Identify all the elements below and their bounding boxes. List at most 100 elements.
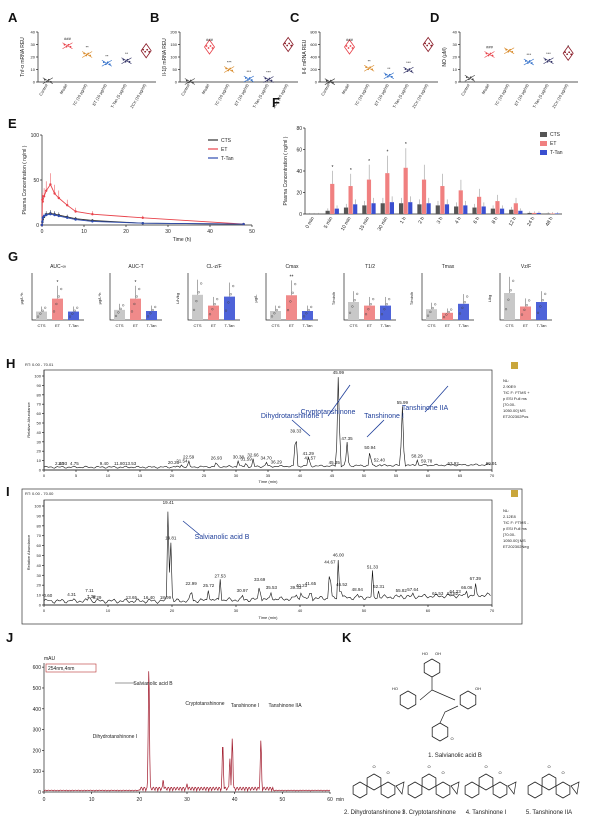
xtick-label-B-1: Model	[201, 83, 211, 95]
xtick-label-D-3: ET (10 μg/ml)	[513, 82, 530, 106]
ytick-label-D: 10	[453, 67, 458, 72]
ytick-label-j: 300	[33, 728, 42, 734]
bar-g	[348, 302, 359, 320]
point-g	[356, 292, 359, 295]
ylabel-g: μg/L*h	[19, 293, 24, 305]
bar-g	[130, 298, 141, 320]
point-C-5	[430, 44, 433, 47]
sig-D-3: ***	[526, 52, 531, 57]
ytick-label-i: 60	[37, 543, 42, 548]
legend-swatch-f	[540, 132, 547, 137]
xtick-label-g: CTS	[194, 323, 202, 328]
peak-label-i: 46.00	[333, 552, 345, 557]
bar-g	[208, 305, 219, 320]
xtick-label-g: ET	[211, 323, 217, 328]
xtick-label-g: ET	[133, 323, 139, 328]
corner-icon	[511, 490, 518, 497]
bar-g	[52, 298, 63, 320]
xlabel-e: Time (h)	[173, 237, 192, 243]
point-D-4	[544, 58, 547, 61]
panel-letter-f: F	[272, 95, 280, 110]
legend-swatch-f	[540, 141, 547, 146]
ytick-label-h: 50	[37, 421, 42, 426]
xtick-label-h: 5	[75, 473, 78, 478]
ytick-label-i: 100	[34, 504, 41, 509]
xtick-label-e: 30	[165, 229, 171, 235]
sig-B-4: ***	[266, 70, 271, 75]
point-e-T-Tan	[41, 220, 44, 223]
legend-label-e: ET	[221, 147, 227, 153]
bar-g	[146, 311, 157, 320]
point-D-1	[491, 54, 494, 57]
bar-g	[458, 303, 469, 320]
violin-A-0	[42, 77, 54, 85]
bar-g	[192, 294, 203, 320]
point-e-T-Tan	[141, 222, 144, 225]
bar-f-CTS	[398, 203, 404, 214]
ytick-label-D: 20	[453, 55, 458, 60]
atom-o: O	[441, 770, 444, 775]
panel-letter-g: G	[8, 249, 18, 264]
ylabel-g: T/min/h	[331, 292, 336, 305]
ytick-label-i: 90	[37, 513, 42, 518]
annotation-j: Tanshinone IIA	[268, 703, 302, 709]
ring-benzene	[431, 722, 449, 742]
atom-ho: HO	[422, 651, 428, 656]
ytick-label-i: 80	[37, 523, 42, 528]
point-g	[224, 309, 228, 312]
bar-g	[224, 296, 235, 320]
bar-f-CTS	[362, 205, 367, 214]
bar-g	[380, 305, 391, 320]
sig-g: *	[57, 280, 59, 286]
point-B-5	[286, 44, 289, 47]
peak-label-i: 48.94	[352, 587, 364, 592]
point-D-0	[469, 76, 472, 79]
annotation-h: Cryptotanshinone	[301, 409, 356, 416]
xtick-label-f: 4 h	[454, 216, 463, 225]
point-g	[52, 310, 56, 313]
point-g	[232, 284, 235, 288]
point-g	[71, 312, 74, 315]
xtick-label-g: CTS	[428, 323, 436, 328]
atom-o: O	[484, 764, 487, 769]
peak-label-h: 32.66	[247, 453, 259, 458]
bar-f-ET	[513, 203, 518, 214]
xtick-label-B-0: Control	[180, 83, 191, 97]
xtick-label-g: CTS	[272, 323, 280, 328]
annotation-arrow-h	[327, 384, 351, 417]
point-g	[130, 310, 134, 313]
ytick-label-h: 10	[37, 458, 42, 463]
xtick-label-h: 30	[234, 473, 239, 478]
axis-g	[499, 273, 552, 321]
ring-tanshinone	[352, 781, 368, 799]
xtick-label-B-2: YC (10 μg/ml)	[213, 82, 230, 107]
peak-label-h: 39.33	[290, 428, 302, 433]
point-g	[57, 295, 60, 298]
peak-label-h: 2.93	[58, 461, 67, 466]
ytick-label-e: 0	[36, 223, 39, 229]
peak-label-h: 9.40	[100, 461, 109, 466]
violin-A-1	[62, 42, 73, 50]
xtick-label-h: 10	[106, 473, 111, 478]
peak-label-i: 27.53	[215, 573, 227, 578]
point-A-0	[49, 80, 52, 83]
point-C-1	[347, 47, 350, 49]
xtick-label-g: ET	[367, 323, 373, 328]
point-D-0	[465, 76, 468, 79]
ytick-label-D: 40	[453, 30, 458, 35]
point-D-5	[566, 53, 569, 56]
point-g	[447, 310, 450, 314]
xtick-label-C-3: ET (10 μg/ml)	[373, 82, 390, 106]
xtick-label-e: 20	[123, 229, 129, 235]
xtick-label-g: T-Tan	[536, 323, 546, 328]
axis-g	[109, 273, 162, 321]
subplot-title-g: AUC-T	[128, 264, 143, 270]
bar-f-CTS	[509, 209, 514, 214]
peak-label-i: 51.33	[367, 564, 379, 569]
ytick-label-i: 70	[37, 533, 42, 538]
point-B-1	[211, 47, 214, 49]
xtick-label-j: 30	[184, 797, 190, 803]
xtick-label-j: 0	[43, 797, 46, 803]
point-e-ET	[66, 204, 69, 207]
point-C-3	[390, 75, 393, 78]
